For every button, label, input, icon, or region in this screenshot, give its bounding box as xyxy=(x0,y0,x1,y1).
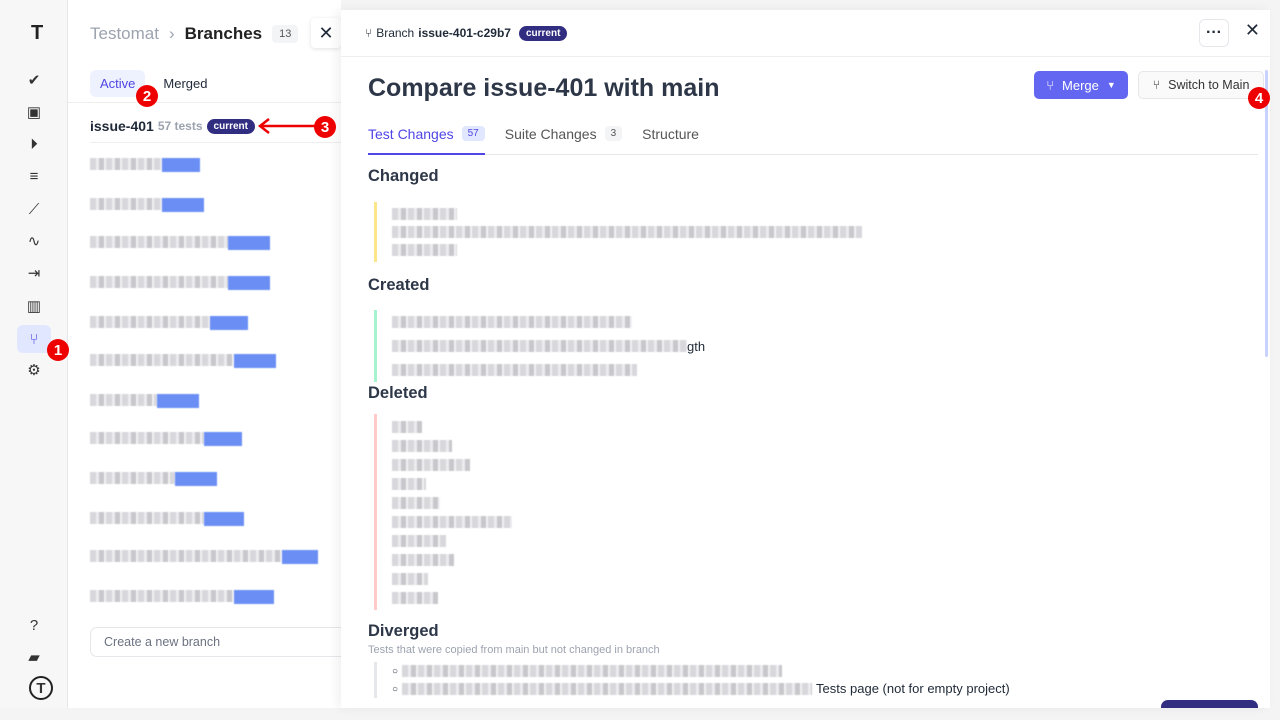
steps-icon[interactable]: ⟋ xyxy=(28,200,40,218)
branch-item[interactable] xyxy=(90,158,200,172)
scrollbar[interactable] xyxy=(1265,70,1268,357)
clipboard-check-icon[interactable]: ▣ xyxy=(26,104,42,121)
branch-item[interactable] xyxy=(90,472,217,486)
branch-indicator-button[interactable] xyxy=(1161,700,1258,708)
branch-item[interactable] xyxy=(90,236,270,250)
testomat-logo[interactable]: T xyxy=(31,22,44,44)
list-check-icon[interactable]: ≡ xyxy=(29,167,39,185)
close-icon[interactable]: ✕ xyxy=(311,18,341,48)
branch-label: Branch xyxy=(376,26,415,40)
annotation-arrow xyxy=(257,118,315,134)
changed-list xyxy=(374,202,862,262)
pulse-icon[interactable]: ∿ xyxy=(27,233,41,250)
merge-label: Merge xyxy=(1062,77,1099,93)
branch-item[interactable] xyxy=(90,512,244,526)
branch-item[interactable] xyxy=(90,550,318,564)
play-circle-icon[interactable]: ⏵ xyxy=(30,135,38,153)
caret-down-icon: ▼ xyxy=(1106,80,1116,90)
tab-merged[interactable]: Merged xyxy=(163,76,208,91)
panel-header: ⑂ Branch issue-401-c29b7 current xyxy=(341,10,1270,57)
switch-to-main-button[interactable]: ⑂ Switch to Main xyxy=(1138,71,1264,99)
branches-panel: Testomat › Branches 13 ✕ Active Merged i… xyxy=(68,0,350,708)
annotation-marker: 1 xyxy=(47,339,69,361)
branch-item[interactable] xyxy=(90,432,242,446)
test-count: 57 tests xyxy=(157,119,203,133)
branch-item[interactable] xyxy=(90,394,199,408)
more-options-button[interactable]: ··· xyxy=(1199,19,1229,47)
created-text-fragment: gth xyxy=(687,338,706,354)
annotation-marker: 3 xyxy=(314,116,336,138)
folders-icon[interactable]: ▰ xyxy=(28,649,40,666)
tab-suite-changes[interactable]: Suite Changes 3 xyxy=(505,126,623,155)
created-list: gth xyxy=(374,310,705,382)
branches-icon[interactable]: ⑂ xyxy=(17,325,51,353)
close-icon[interactable]: ✕ xyxy=(1244,20,1260,40)
diverged-list: ○ ○ Tests page (not for empty project) xyxy=(374,662,1010,698)
created-heading: Created xyxy=(368,276,430,294)
gear-icon[interactable]: ⚙ xyxy=(27,362,41,379)
merge-button[interactable]: ⑂ Merge ▼ xyxy=(1034,71,1128,99)
diverged-text-fragment: Tests page (not for empty project) xyxy=(816,681,1010,696)
profile-logo-icon[interactable]: T xyxy=(29,676,53,700)
branch-item[interactable] xyxy=(90,316,248,330)
breadcrumb: Testomat › Branches 13 xyxy=(90,24,299,44)
help-icon[interactable]: ? xyxy=(29,616,39,634)
current-badge: current xyxy=(206,118,255,134)
branch-item[interactable] xyxy=(90,198,204,212)
compare-panel: ⑂ Branch issue-401-c29b7 current ··· ✕ C… xyxy=(341,10,1270,708)
branch-item[interactable] xyxy=(90,276,270,290)
current-badge: current xyxy=(518,25,568,41)
tab-structure[interactable]: Structure xyxy=(642,126,699,142)
new-branch-input[interactable]: Create a new branch xyxy=(90,627,350,657)
changed-heading: Changed xyxy=(368,167,439,185)
annotation-marker: 2 xyxy=(136,85,158,107)
branch-name: issue-401-c29b7 xyxy=(418,26,511,40)
deleted-list xyxy=(374,414,512,610)
diverged-description: Tests that were copied from main but not… xyxy=(368,644,660,656)
diverged-heading: Diverged xyxy=(368,622,439,640)
current-branch-item[interactable]: issue-401 57 tests current xyxy=(90,118,255,134)
checkmark-icon[interactable]: ✔ xyxy=(27,72,41,89)
analytics-icon[interactable]: ▥ xyxy=(26,298,42,315)
branch-name: issue-401 xyxy=(90,118,154,134)
switch-label: Switch to Main xyxy=(1168,78,1250,92)
branch-item[interactable] xyxy=(90,590,274,604)
page-title: Branches xyxy=(184,24,263,43)
branch-item[interactable] xyxy=(90,354,276,368)
branch-icon: ⑂ xyxy=(1152,78,1161,92)
page-title: Compare issue-401 with main xyxy=(368,74,720,102)
tab-test-changes[interactable]: Test Changes 57 xyxy=(368,126,485,155)
deleted-heading: Deleted xyxy=(368,384,428,402)
import-icon[interactable]: ⇥ xyxy=(27,265,41,282)
branch-icon: ⑂ xyxy=(365,26,373,40)
chevron-right-icon: › xyxy=(168,24,175,43)
breadcrumb-root[interactable]: Testomat xyxy=(90,24,159,43)
annotation-marker: 4 xyxy=(1248,87,1270,109)
merge-icon: ⑂ xyxy=(1046,77,1055,93)
branch-count: 13 xyxy=(272,25,299,43)
